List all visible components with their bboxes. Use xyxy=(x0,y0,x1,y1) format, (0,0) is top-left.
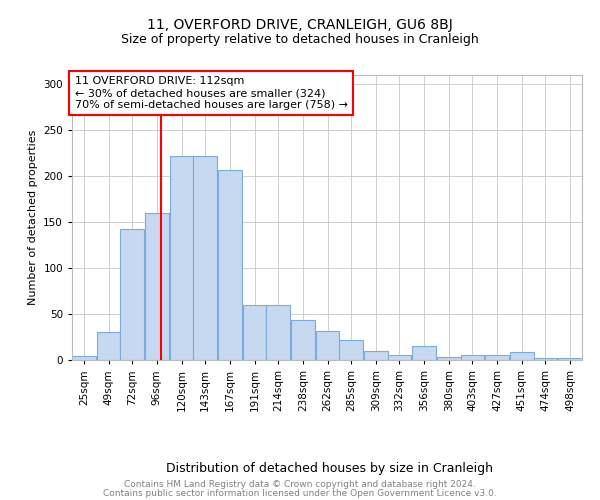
Text: Distribution of detached houses by size in Cranleigh: Distribution of detached houses by size … xyxy=(167,462,493,475)
Bar xyxy=(170,156,193,360)
Bar xyxy=(291,320,314,360)
Bar xyxy=(485,356,509,360)
Bar xyxy=(340,340,363,360)
Bar xyxy=(72,356,95,360)
Bar xyxy=(559,358,582,360)
Bar xyxy=(242,305,266,360)
Bar xyxy=(145,213,169,360)
Bar xyxy=(218,170,242,360)
Bar xyxy=(533,358,557,360)
Bar xyxy=(437,357,461,360)
Text: Contains public sector information licensed under the Open Government Licence v3: Contains public sector information licen… xyxy=(103,488,497,498)
Bar xyxy=(388,356,412,360)
Bar xyxy=(193,156,217,360)
Bar xyxy=(510,352,533,360)
Y-axis label: Number of detached properties: Number of detached properties xyxy=(28,130,38,305)
Bar xyxy=(266,305,290,360)
Bar xyxy=(364,351,388,360)
Text: Size of property relative to detached houses in Cranleigh: Size of property relative to detached ho… xyxy=(121,32,479,46)
Bar xyxy=(121,228,144,360)
Text: 11 OVERFORD DRIVE: 112sqm
← 30% of detached houses are smaller (324)
70% of semi: 11 OVERFORD DRIVE: 112sqm ← 30% of detac… xyxy=(74,76,347,110)
Bar xyxy=(316,330,340,360)
Text: 11, OVERFORD DRIVE, CRANLEIGH, GU6 8BJ: 11, OVERFORD DRIVE, CRANLEIGH, GU6 8BJ xyxy=(147,18,453,32)
Bar xyxy=(97,332,121,360)
Text: Contains HM Land Registry data © Crown copyright and database right 2024.: Contains HM Land Registry data © Crown c… xyxy=(124,480,476,489)
Bar xyxy=(461,356,484,360)
Bar xyxy=(412,346,436,360)
